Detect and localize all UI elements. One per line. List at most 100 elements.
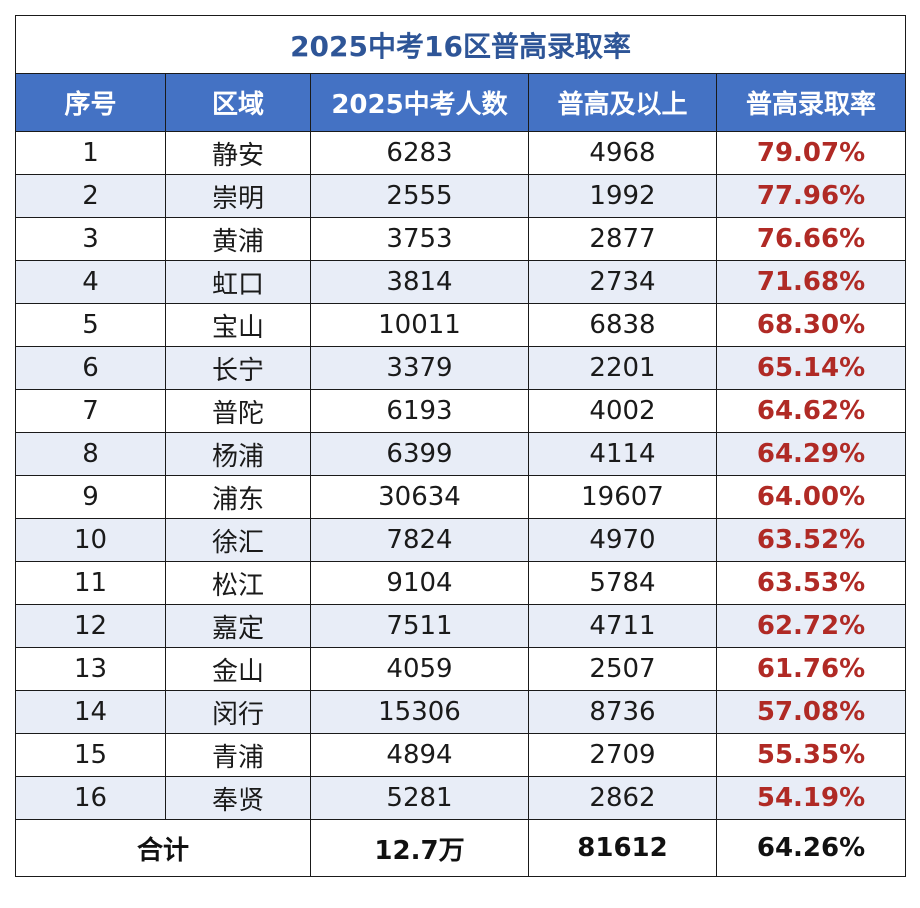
cell-admitted: 4114 [528, 432, 717, 476]
cell-district: 虹口 [165, 260, 311, 304]
total-candidates: 12.7万 [310, 819, 529, 877]
cell-candidates: 6283 [310, 131, 529, 175]
cell-district: 杨浦 [165, 432, 311, 476]
cell-no: 7 [15, 389, 166, 433]
cell-candidates: 5281 [310, 776, 529, 820]
cell-admitted: 2862 [528, 776, 717, 820]
table-row: 11 松江 9104 5784 63.53% [15, 561, 907, 605]
cell-no: 3 [15, 217, 166, 261]
cell-district: 青浦 [165, 733, 311, 777]
cell-admitted: 1992 [528, 174, 717, 218]
cell-candidates: 9104 [310, 561, 529, 605]
col-header-no: 序号 [15, 73, 166, 132]
cell-no: 13 [15, 647, 166, 691]
cell-rate: 77.96% [715, 174, 907, 218]
cell-district: 浦东 [165, 475, 311, 519]
cell-admitted: 2709 [528, 733, 717, 777]
table-row: 16 奉贤 5281 2862 54.19% [15, 776, 907, 820]
cell-admitted: 4968 [528, 131, 717, 175]
cell-admitted: 8736 [528, 690, 717, 734]
cell-district: 崇明 [165, 174, 311, 218]
table-row: 8 杨浦 6399 4114 64.29% [15, 432, 907, 476]
cell-no: 12 [15, 604, 166, 648]
cell-rate: 71.68% [715, 260, 907, 304]
cell-no: 4 [15, 260, 166, 304]
cell-district: 黄浦 [165, 217, 311, 261]
cell-admitted: 2877 [528, 217, 717, 261]
col-header-candidates: 2025中考人数 [310, 73, 529, 132]
cell-no: 10 [15, 518, 166, 562]
cell-candidates: 15306 [310, 690, 529, 734]
cell-candidates: 6193 [310, 389, 529, 433]
cell-no: 15 [15, 733, 166, 777]
cell-no: 8 [15, 432, 166, 476]
cell-no: 6 [15, 346, 166, 390]
cell-rate: 63.53% [715, 561, 907, 605]
cell-district: 宝山 [165, 303, 311, 347]
table-row: 12 嘉定 7511 4711 62.72% [15, 604, 907, 648]
cell-candidates: 7824 [310, 518, 529, 562]
cell-rate: 65.14% [715, 346, 907, 390]
cell-rate: 79.07% [715, 131, 907, 175]
cell-district: 金山 [165, 647, 311, 691]
cell-admitted: 4002 [528, 389, 717, 433]
cell-rate: 63.52% [715, 518, 907, 562]
table-row: 10 徐汇 7824 4970 63.52% [15, 518, 907, 562]
cell-admitted: 2507 [528, 647, 717, 691]
table-row: 14 闵行 15306 8736 57.08% [15, 690, 907, 734]
cell-rate: 54.19% [715, 776, 907, 820]
col-header-admitted: 普高及以上 [528, 73, 717, 132]
total-label: 合计 [15, 819, 311, 877]
table-row: 1 静安 6283 4968 79.07% [15, 131, 907, 175]
cell-admitted: 4970 [528, 518, 717, 562]
cell-admitted: 5784 [528, 561, 717, 605]
cell-admitted: 4711 [528, 604, 717, 648]
cell-rate: 57.08% [715, 690, 907, 734]
cell-no: 11 [15, 561, 166, 605]
table-row: 7 普陀 6193 4002 64.62% [15, 389, 907, 433]
cell-district: 闵行 [165, 690, 311, 734]
cell-candidates: 2555 [310, 174, 529, 218]
cell-candidates: 7511 [310, 604, 529, 648]
cell-admitted: 19607 [528, 475, 717, 519]
cell-admitted: 2734 [528, 260, 717, 304]
table-body: 1 静安 6283 4968 79.07% 2 崇明 2555 1992 77.96% 3 黄浦 375… [15, 131, 907, 820]
cell-candidates: 4894 [310, 733, 529, 777]
cell-rate: 68.30% [715, 303, 907, 347]
table-row: 4 虹口 3814 2734 71.68% [15, 260, 907, 304]
col-header-rate: 普高录取率 [715, 73, 907, 132]
total-admitted: 81612 [528, 819, 717, 877]
cell-district: 长宁 [165, 346, 311, 390]
cell-district: 松江 [165, 561, 311, 605]
table-row: 6 长宁 3379 2201 65.14% [15, 346, 907, 390]
cell-candidates: 3814 [310, 260, 529, 304]
table-row: 9 浦东 30634 19607 64.00% [15, 475, 907, 519]
cell-rate: 64.62% [715, 389, 907, 433]
table-title: 2025中考16区普高录取率 [14, 15, 907, 74]
cell-candidates: 6399 [310, 432, 529, 476]
cell-rate: 64.00% [715, 475, 907, 519]
cell-no: 2 [15, 174, 166, 218]
cell-district: 奉贤 [165, 776, 311, 820]
cell-no: 5 [15, 303, 166, 347]
cell-rate: 55.35% [715, 733, 907, 777]
total-row: 合计 12.7万 81612 64.26% [15, 819, 907, 877]
admission-rate-table: 2025中考16区普高录取率 序号 区域 2025中考人数 普高及以上 普高录取… [14, 15, 907, 877]
table-row: 2 崇明 2555 1992 77.96% [15, 174, 907, 218]
cell-no: 9 [15, 475, 166, 519]
cell-rate: 61.76% [715, 647, 907, 691]
cell-candidates: 3753 [310, 217, 529, 261]
cell-admitted: 2201 [528, 346, 717, 390]
cell-no: 16 [15, 776, 166, 820]
cell-rate: 76.66% [715, 217, 907, 261]
table-row: 5 宝山 10011 6838 68.30% [15, 303, 907, 347]
header-row: 序号 区域 2025中考人数 普高及以上 普高录取率 [15, 73, 907, 132]
table-row: 13 金山 4059 2507 61.76% [15, 647, 907, 691]
cell-candidates: 3379 [310, 346, 529, 390]
cell-district: 徐汇 [165, 518, 311, 562]
table-row: 15 青浦 4894 2709 55.35% [15, 733, 907, 777]
cell-no: 14 [15, 690, 166, 734]
table-row: 3 黄浦 3753 2877 76.66% [15, 217, 907, 261]
cell-rate: 62.72% [715, 604, 907, 648]
cell-admitted: 6838 [528, 303, 717, 347]
